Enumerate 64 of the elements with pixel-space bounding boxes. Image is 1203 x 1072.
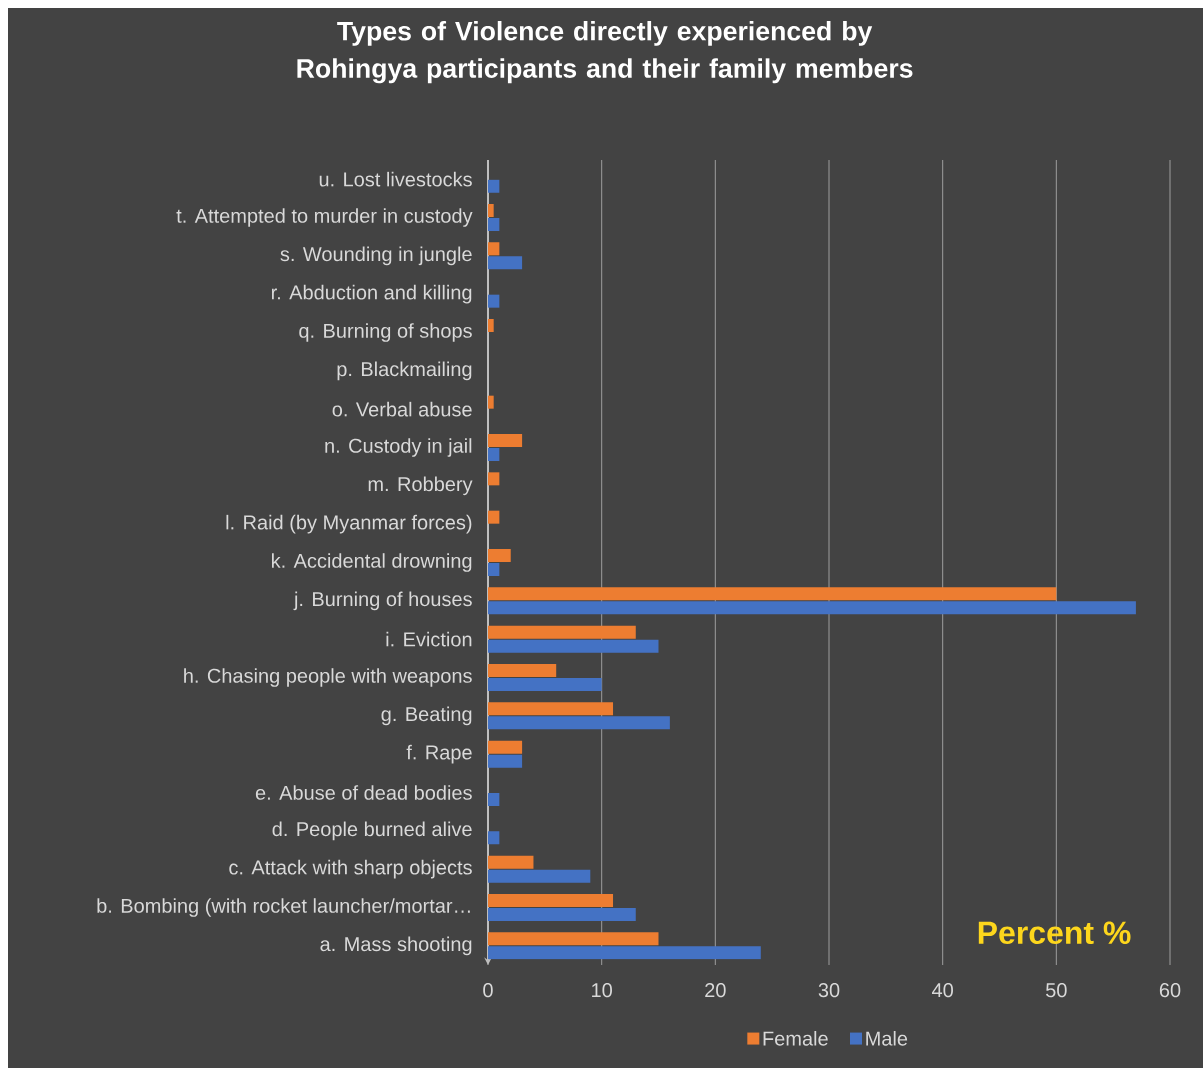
- y-tick-label: k. Accidental drowning: [272, 553, 472, 572]
- x-tick-label: 20: [705, 983, 726, 998]
- legend-label: Female: [763, 1030, 828, 1046]
- bar: [488, 319, 494, 332]
- y-tick-label: o. Verbal abuse: [332, 401, 472, 417]
- y-tick-label: p. Blackmailing: [337, 361, 472, 381]
- bar: [488, 587, 1057, 601]
- x-tick-label: 40: [932, 983, 953, 998]
- bar: [488, 664, 557, 678]
- bar: [488, 256, 523, 270]
- y-tick-label: b. Bombing (with rocket launcher/mortar…: [97, 898, 470, 917]
- chart-title: Types of Violence directly experienced by Rohingya participants and their family members: [297, 20, 913, 84]
- bar: [488, 395, 494, 409]
- y-tick-label: l. Raid (by Myanmar forces): [226, 514, 472, 534]
- x-axis-title: Percent %: [978, 921, 1131, 945]
- y-tick-label: e. Abuse of dead bodies: [255, 785, 472, 800]
- y-tick-label: h. Chasing people with weapons: [184, 668, 472, 687]
- bar: [488, 563, 500, 577]
- bar: [488, 434, 523, 448]
- bar: [488, 179, 500, 193]
- y-tick-label: u. Lost livestocks: [319, 171, 472, 187]
- y-tick-label: r. Abduction and killing: [271, 284, 472, 304]
- bar: [488, 639, 659, 653]
- legend-label: Male: [866, 1030, 908, 1046]
- bar: [488, 869, 591, 883]
- bar: [488, 549, 511, 563]
- y-tick-label: d. People burned alive: [272, 821, 472, 841]
- bar: [488, 601, 1136, 615]
- bar: [488, 831, 500, 845]
- x-tick-label: 30: [818, 983, 840, 998]
- bar: [488, 894, 614, 908]
- bar: [488, 218, 500, 231]
- y-tick-label: c. Attack with sharp objects: [229, 859, 472, 879]
- y-tick-label: m. Robbery: [368, 476, 473, 496]
- bar: [488, 702, 614, 716]
- bar: [488, 855, 534, 869]
- x-tick-label: 60: [1159, 983, 1181, 998]
- y-tick-label: f. Rape: [406, 744, 472, 764]
- y-tick-label: a. Mass shooting: [320, 936, 472, 956]
- bar: [488, 946, 761, 960]
- bar: [488, 716, 670, 730]
- bar: [488, 625, 636, 639]
- y-tick-label: q. Burning of shops: [299, 323, 472, 342]
- bar: [488, 472, 500, 486]
- x-tick-label: 0: [483, 983, 493, 998]
- bar: [488, 204, 494, 217]
- y-tick-label: n. Custody in jail: [325, 438, 472, 457]
- y-tick-label: g. Beating: [381, 706, 472, 726]
- bar: [488, 294, 500, 308]
- bar: [488, 678, 602, 692]
- bar: [488, 754, 523, 768]
- y-tick-label: s. Wounding in jungle: [280, 246, 472, 266]
- bar: [488, 448, 500, 462]
- x-tick-label: 10: [592, 983, 612, 998]
- x-tick-label: 50: [1046, 983, 1067, 998]
- bar: [488, 510, 500, 524]
- y-tick-label: i. Eviction: [386, 631, 472, 647]
- y-tick-label: t. Attempted to murder in custody: [176, 208, 473, 227]
- y-tick-label: j. Burning of houses: [293, 591, 472, 611]
- bar: [488, 242, 500, 256]
- bar: [488, 740, 523, 754]
- bar: [488, 908, 636, 922]
- bar: [488, 793, 500, 807]
- bar: [488, 932, 659, 946]
